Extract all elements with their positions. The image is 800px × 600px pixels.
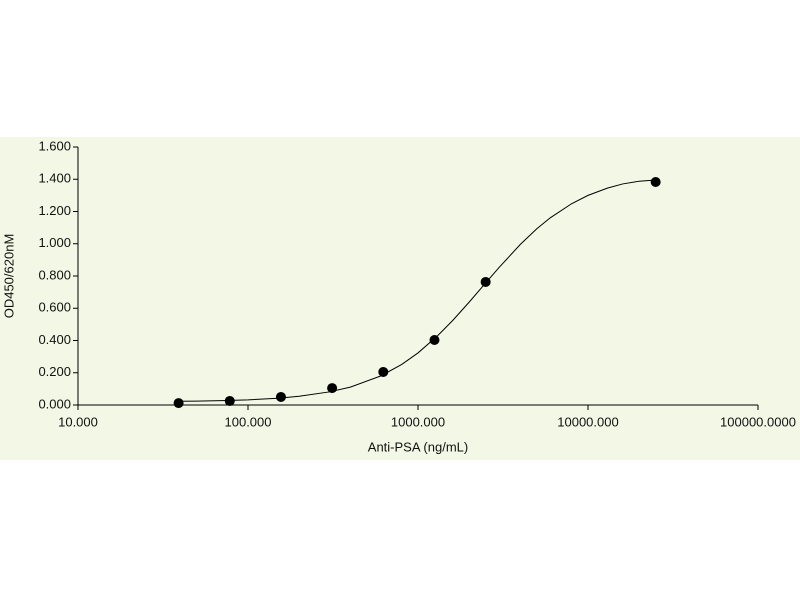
- x-axis-label: Anti-PSA (ng/mL): [368, 439, 468, 454]
- y-tick-label: 0.800: [38, 267, 71, 282]
- data-point: [327, 383, 338, 394]
- y-tick-label: 0.200: [38, 364, 71, 379]
- data-point: [429, 335, 440, 346]
- y-axis-label: OD450/620nM: [1, 234, 16, 319]
- data-point: [650, 176, 661, 187]
- x-tick-label: 10.000: [58, 414, 98, 429]
- x-tick-label: 100.000: [225, 414, 272, 429]
- y-tick-label: 1.600: [38, 138, 71, 153]
- x-tick-label: 100000.0000: [720, 414, 796, 429]
- data-point: [378, 366, 389, 377]
- y-tick-label: 0.600: [38, 300, 71, 315]
- y-tick-label: 1.400: [38, 171, 71, 186]
- x-tick-label: 1000.000: [391, 414, 445, 429]
- data-point: [480, 276, 491, 287]
- y-tick-label: 0.000: [38, 396, 71, 411]
- y-tick-label: 1.000: [38, 235, 71, 250]
- y-tick-label: 1.200: [38, 203, 71, 218]
- y-tick-label: 0.400: [38, 332, 71, 347]
- x-tick-label: 10000.000: [557, 414, 618, 429]
- data-point: [224, 395, 235, 406]
- data-point: [275, 391, 286, 402]
- data-point: [173, 398, 184, 409]
- chart-background: [0, 137, 800, 460]
